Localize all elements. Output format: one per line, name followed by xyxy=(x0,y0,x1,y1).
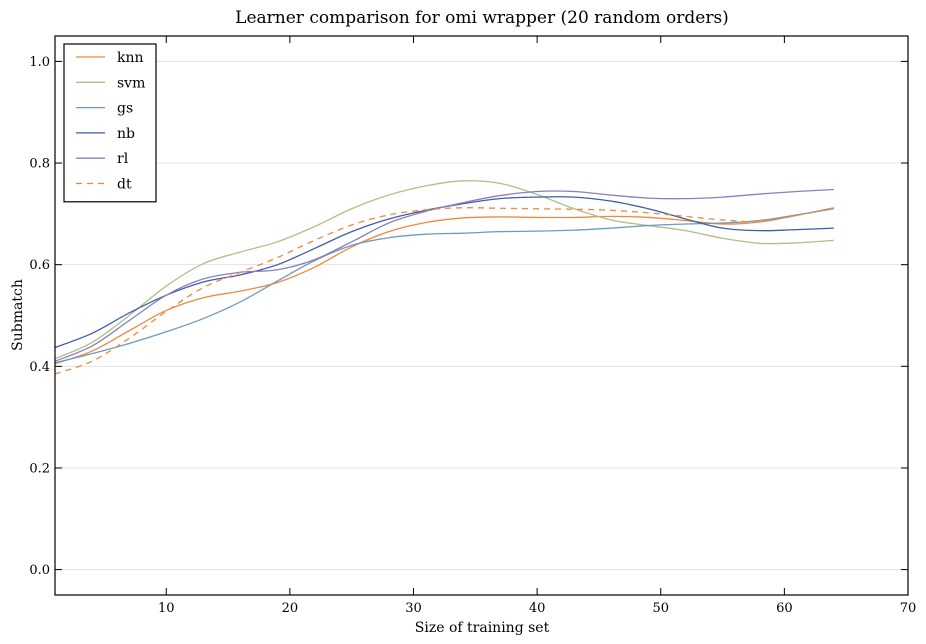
legend-label-dt: dt xyxy=(117,177,132,193)
legend-box xyxy=(63,43,157,203)
plot-area xyxy=(54,35,909,596)
legend-label-svm: svm xyxy=(117,75,145,91)
y-tick-label: 0.2 xyxy=(29,461,50,476)
legend: knn svm gs nb rl dt xyxy=(63,43,157,203)
x-tick-label: 20 xyxy=(282,601,299,616)
y-tick-label: 0.4 xyxy=(29,360,50,375)
series-line-rl xyxy=(55,188,834,362)
legend-label-knn: knn xyxy=(117,50,144,66)
x-tick-label: 30 xyxy=(405,601,422,616)
x-tick-label: 10 xyxy=(158,601,175,616)
x-tick-label: 60 xyxy=(776,601,793,616)
y-tick-label: 0.8 xyxy=(29,157,50,172)
x-axis-label: Size of training set xyxy=(415,620,550,636)
legend-label-rl: rl xyxy=(117,151,129,167)
grid-lines xyxy=(55,60,908,571)
series-line-knn xyxy=(55,207,834,365)
legend-label-gs: gs xyxy=(117,101,133,117)
y-tick-label: 1.0 xyxy=(29,55,50,70)
x-tick-label: 50 xyxy=(652,601,669,616)
series-line-svm xyxy=(55,180,834,360)
x-tick-label: 70 xyxy=(900,601,917,616)
y-axis-label: Submatch xyxy=(10,279,26,351)
y-tick-label: 0.6 xyxy=(29,258,50,273)
y-tick-label: 0.0 xyxy=(29,563,50,578)
chart-title: Learner comparison for omi wrapper (20 r… xyxy=(235,8,729,28)
x-tick-label: 40 xyxy=(529,601,546,616)
axis-ticks: 0.0 0.2 0.4 0.6 0.8 1.0 10 20 30 40 50 60 70 xyxy=(29,36,916,616)
legend-label-nb: nb xyxy=(117,126,135,142)
series-lines xyxy=(55,180,834,375)
